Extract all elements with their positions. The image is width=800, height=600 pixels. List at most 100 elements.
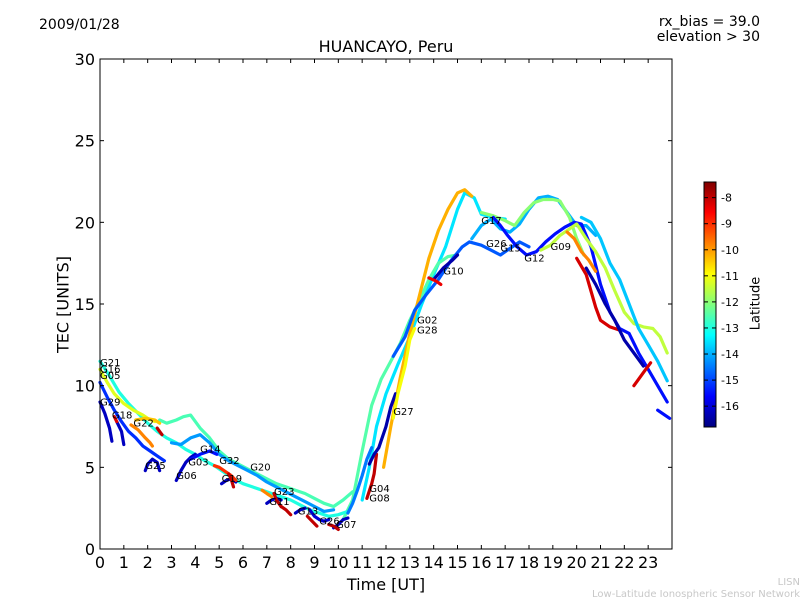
satellite-track: [575, 256, 622, 332]
satellite-label: G07: [336, 520, 356, 531]
x-tick-label: 14: [423, 553, 443, 572]
satellite-track: [584, 266, 645, 368]
x-tick-label: 2: [143, 553, 153, 572]
chart-title: HUANCAYO, Peru: [318, 37, 454, 56]
colorbar-tick-label: -8: [721, 192, 732, 205]
x-tick-label: 17: [495, 553, 515, 572]
satellite-track: [272, 491, 283, 509]
satellite-label: G09: [551, 242, 571, 253]
satellite-label: G17: [481, 216, 501, 227]
footer-lisn: LISN: [777, 577, 800, 588]
satellite-track: [432, 253, 460, 282]
x-tick-label: 23: [638, 553, 658, 572]
satellite-label: G03: [188, 458, 208, 469]
satellite-tracks: [98, 188, 672, 531]
satellite-track: [169, 433, 336, 513]
satellite-label: G23: [274, 487, 294, 498]
colorbar-tick-label: -14: [721, 348, 739, 361]
x-tick-label: 16: [471, 553, 491, 572]
x-tick-label: 11: [352, 553, 372, 572]
satellite-track: [479, 197, 586, 257]
satellite-label: G20: [250, 463, 270, 474]
satellite-track: [327, 522, 340, 531]
satellite-label: G10: [443, 267, 463, 278]
satellite-track: [346, 446, 374, 515]
x-tick-label: 15: [447, 553, 467, 572]
x-tick-label: 22: [614, 553, 634, 572]
satellite-track: [143, 457, 162, 473]
y-tick-label: 5: [85, 458, 95, 477]
satellite-track: [98, 380, 166, 463]
x-axis-ticks: 0 1 2 3 4 5 6 7 8 9 10 11 12 13 14 15 16 17 18 19 20 21 22 23: [95, 59, 658, 572]
satellite-label: G06: [176, 471, 196, 482]
satellite-track: [98, 400, 114, 443]
satellite-label: G26: [319, 517, 339, 528]
satellite-label: G18: [112, 410, 132, 421]
colorbar-tick-label: -15: [721, 374, 739, 387]
satellite-track: [265, 496, 283, 505]
colorbar-tick-label: -12: [721, 296, 739, 309]
colorbar-tick-label: -10: [721, 244, 739, 257]
satellite-track: [365, 452, 379, 500]
satellite-label: G08: [369, 494, 389, 505]
satellite-track: [656, 408, 672, 420]
satellite-track: [308, 508, 331, 523]
x-tick-label: 3: [166, 553, 176, 572]
satellite-label: G04: [369, 484, 389, 495]
satellite-track: [227, 472, 236, 489]
y-tick-label: 10: [75, 377, 95, 396]
y-tick-label: 30: [75, 50, 95, 69]
x-tick-label: 6: [238, 553, 248, 572]
x-tick-label: 8: [286, 553, 296, 572]
colorbar-tick-label: -9: [721, 218, 732, 231]
x-tick-label: 10: [328, 553, 348, 572]
y-tick-label: 0: [85, 540, 95, 559]
satellite-track: [260, 488, 274, 499]
y-tick-label: 20: [75, 213, 95, 232]
satellite-label: G12: [524, 254, 544, 265]
satellite-label: G26: [486, 239, 506, 250]
satellite-label: G11: [269, 497, 289, 508]
satellite-track: [360, 191, 507, 502]
satellite-label: G15: [500, 244, 520, 255]
colorbar-tick-label: -16: [721, 400, 739, 413]
x-tick-label: 5: [214, 553, 224, 572]
satellite-label: G22: [133, 419, 153, 430]
y-tick-label: 25: [75, 132, 95, 151]
x-tick-label: 9: [309, 553, 319, 572]
footer-network: Low-Latitude Ionospheric Sensor Network: [592, 589, 800, 600]
x-tick-label: 13: [400, 553, 420, 572]
colorbar: [703, 181, 717, 428]
rx-bias-label: rx_bias = 39.0: [658, 14, 760, 30]
satellite-label: G32: [219, 456, 239, 467]
y-tick-label: 15: [75, 295, 95, 314]
satellite-label: G28: [417, 325, 437, 336]
satellite-track: [565, 230, 598, 273]
y-axis-ticks: 0 5 10 15 20 25 30: [75, 50, 672, 559]
satellite-track: [367, 392, 398, 466]
elevation-label: elevation > 30: [656, 29, 760, 45]
x-tick-label: 1: [119, 553, 129, 572]
satellite-track: [279, 504, 293, 517]
satellite-label: G13: [298, 507, 318, 518]
satellite-track: [293, 506, 307, 515]
satellite-track: [632, 361, 653, 388]
satellite-track: [212, 464, 238, 482]
x-tick-label: 12: [376, 553, 396, 572]
x-tick-label: 18: [519, 553, 539, 572]
x-tick-label: 20: [566, 553, 586, 572]
satellite-track: [220, 477, 238, 486]
x-axis-label: Time [UT]: [346, 575, 426, 594]
x-tick-label: 7: [262, 553, 272, 572]
satellite-track: [391, 240, 531, 358]
x-tick-label: 0: [95, 553, 105, 572]
satellite-track: [189, 449, 219, 461]
x-tick-label: 4: [190, 553, 200, 572]
colorbar-tick-label: -13: [721, 322, 739, 335]
satellite-label: G27: [393, 407, 413, 418]
satellite-label: G16: [100, 365, 120, 376]
colorbar-tick-label: -11: [721, 270, 739, 283]
colorbar-ticks: -8 -9 -10 -11 -12 -13 -14 -15 -16: [704, 192, 739, 413]
satellite-label: G25: [145, 461, 165, 472]
